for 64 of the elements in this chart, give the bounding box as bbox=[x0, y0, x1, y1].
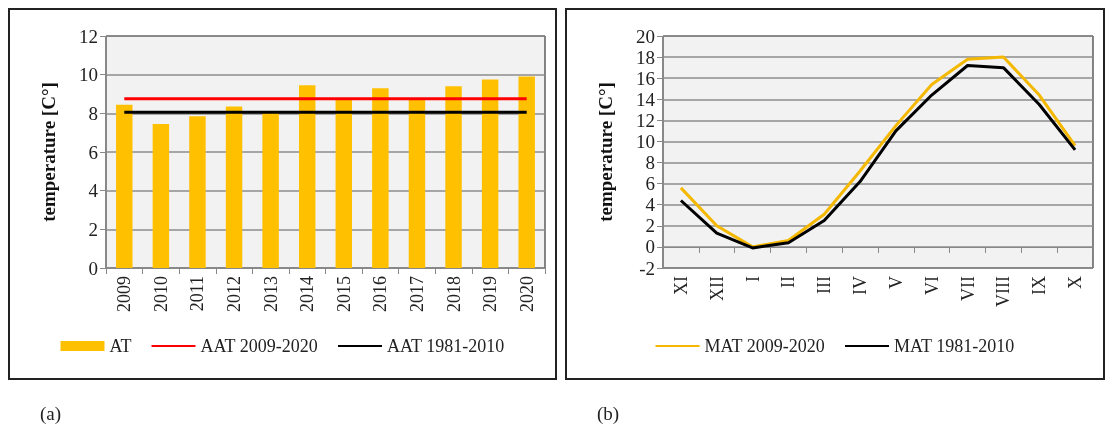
y-axis-title: temperature [C°] bbox=[38, 82, 59, 222]
text: (a) bbox=[40, 403, 62, 425]
x-tick-label: XII bbox=[706, 276, 727, 301]
x-tick-label: 2015 bbox=[333, 276, 354, 312]
x-tick-label: IV bbox=[850, 276, 871, 295]
x-tick-label: I bbox=[742, 276, 763, 282]
y-tick-label: 8 bbox=[88, 102, 98, 124]
legend-label: MAT 1981-2010 bbox=[894, 336, 1015, 356]
x-tick-label: 2012 bbox=[224, 276, 245, 312]
bar bbox=[481, 79, 499, 268]
y-axis-title: temperature [C°] bbox=[595, 82, 616, 222]
y-tick-label: 10 bbox=[636, 130, 655, 152]
y-tick-label: 0 bbox=[645, 236, 655, 258]
text: (b) bbox=[597, 403, 620, 425]
x-tick-label: VIII bbox=[993, 276, 1014, 307]
y-tick-label: 2 bbox=[88, 218, 98, 240]
x-tick-label: 2018 bbox=[443, 276, 464, 312]
bar bbox=[335, 98, 353, 268]
legend-label: AT bbox=[109, 336, 132, 356]
x-tick-label: V bbox=[885, 276, 906, 289]
bar bbox=[518, 76, 535, 268]
x-tick-label: VII bbox=[957, 276, 978, 301]
y-tick-label: 0 bbox=[88, 257, 98, 279]
x-tick-label: 2011 bbox=[187, 276, 208, 312]
x-tick-label: 2010 bbox=[150, 276, 171, 312]
y-tick-label: 6 bbox=[645, 173, 655, 195]
bar bbox=[116, 104, 133, 268]
bar bbox=[408, 98, 426, 268]
x-tick-label: VI bbox=[921, 276, 942, 295]
y-tick-label: 4 bbox=[88, 180, 99, 202]
y-tick-label: 10 bbox=[79, 64, 98, 86]
bar bbox=[298, 85, 316, 268]
x-tick-label: 2017 bbox=[406, 276, 427, 312]
legend-label: MAT 2009-2020 bbox=[704, 336, 825, 356]
y-tick-label: 18 bbox=[636, 46, 655, 68]
y-tick-label: 4 bbox=[645, 194, 656, 216]
y-tick-label: 12 bbox=[79, 25, 98, 47]
bar bbox=[262, 113, 279, 268]
x-tick-label: 2019 bbox=[480, 276, 501, 312]
y-tick-label: 20 bbox=[636, 25, 655, 47]
y-tick-label: 16 bbox=[636, 67, 655, 89]
y-tick-label: 12 bbox=[636, 109, 655, 131]
legend-label: AAT 2009-2020 bbox=[200, 336, 318, 356]
y-tick-label: 6 bbox=[88, 141, 98, 163]
x-tick-label: IX bbox=[1029, 276, 1050, 295]
bar bbox=[152, 123, 170, 268]
bar bbox=[189, 116, 206, 268]
bar bbox=[372, 88, 389, 268]
bar bbox=[445, 86, 462, 268]
bar bbox=[225, 106, 243, 268]
y-tick-label: -2 bbox=[639, 257, 655, 279]
legend-label: AAT 1981-2010 bbox=[387, 336, 505, 356]
x-tick-label: X bbox=[1065, 276, 1086, 289]
x-tick-label: 2013 bbox=[260, 276, 281, 312]
y-tick-label: 14 bbox=[636, 88, 656, 110]
x-tick-label: 2009 bbox=[114, 276, 135, 312]
x-tick-label: 2014 bbox=[297, 276, 318, 312]
x-tick-label: 2020 bbox=[516, 276, 537, 312]
y-tick-label: 2 bbox=[645, 215, 655, 237]
x-tick-label: III bbox=[814, 276, 835, 294]
x-tick-label: II bbox=[778, 276, 799, 288]
x-tick-label: 2016 bbox=[370, 276, 391, 312]
y-tick-label: 8 bbox=[645, 152, 655, 174]
x-tick-label: XI bbox=[670, 276, 691, 295]
